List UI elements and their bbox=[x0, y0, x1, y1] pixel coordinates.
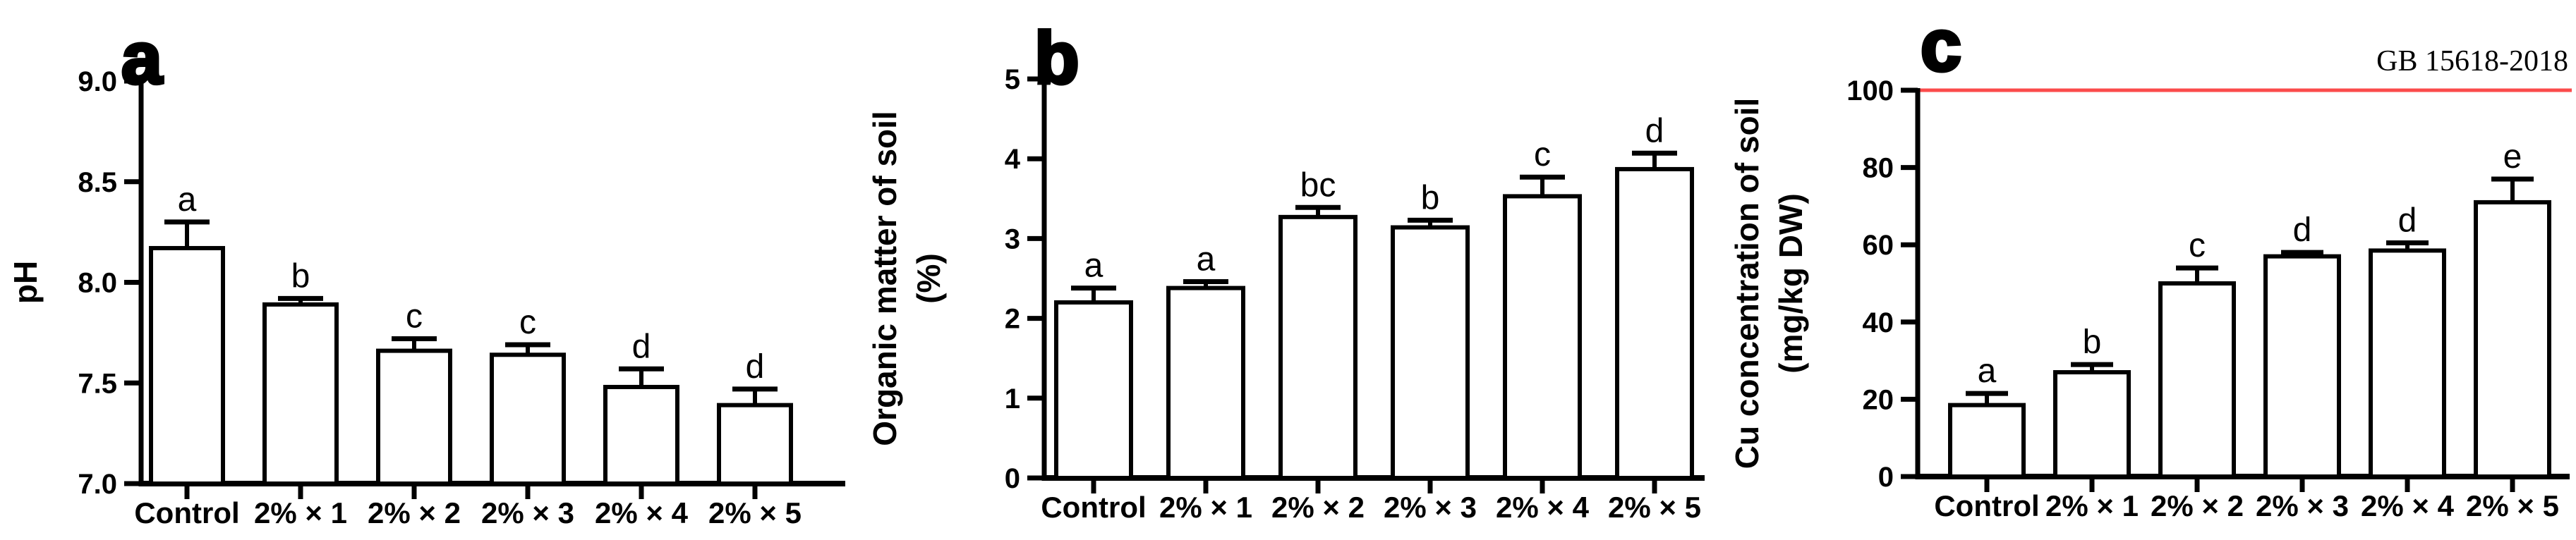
sig-letter: a bbox=[1978, 352, 1997, 390]
panel-letter: c bbox=[1921, 5, 1961, 87]
x-category-label: 2% × 1 bbox=[2045, 489, 2139, 522]
bar bbox=[1615, 166, 1694, 481]
bar bbox=[2158, 281, 2236, 479]
bar bbox=[262, 302, 339, 486]
x-category-label: 2% × 3 bbox=[2256, 489, 2349, 522]
x-category-label: 2% × 3 bbox=[481, 496, 574, 529]
y-axis-title: Cu concentration of soil bbox=[1729, 98, 1765, 469]
x-category-label: 2% × 1 bbox=[1159, 491, 1252, 524]
sig-letter: c bbox=[1534, 136, 1551, 173]
x-category-label: 2% × 5 bbox=[708, 496, 802, 529]
y-tick-label: 7.5 bbox=[78, 368, 117, 399]
x-category-label: 2% × 4 bbox=[595, 496, 689, 529]
panel-letter: b bbox=[1034, 18, 1080, 99]
panel-c: GB 15618-2018 0 20 40 60 80 100 a Control b 2% × 1… bbox=[1722, 0, 2576, 540]
bar bbox=[376, 348, 452, 486]
panel-letter: a bbox=[121, 18, 163, 99]
bar bbox=[490, 352, 566, 486]
sig-letter: d bbox=[746, 348, 765, 386]
y-tick-label: 3 bbox=[1005, 223, 1020, 254]
sig-letter: bc bbox=[1300, 166, 1336, 204]
y-tick-label: 80 bbox=[1863, 153, 1894, 184]
bar bbox=[1503, 194, 1582, 480]
bar bbox=[1166, 286, 1245, 480]
y-tick-label: 2 bbox=[1005, 304, 1020, 335]
bar bbox=[2474, 200, 2551, 479]
bar bbox=[2263, 254, 2341, 479]
sig-letter: c bbox=[406, 297, 423, 335]
x-category-label: Control bbox=[134, 496, 239, 529]
x-category-label: 2% × 1 bbox=[254, 496, 347, 529]
panel-c-chart: GB 15618-2018 0 20 40 60 80 100 a Control b 2% × 1… bbox=[1729, 4, 2572, 522]
x-category-label: 2% × 2 bbox=[2151, 489, 2244, 522]
y-tick-label: 9.0 bbox=[78, 66, 117, 97]
x-category-label: 2% × 3 bbox=[1384, 491, 1477, 524]
sig-letter: c bbox=[2189, 227, 2206, 264]
y-tick-label: 1 bbox=[1005, 383, 1020, 415]
y-tick-label: 7.0 bbox=[78, 469, 117, 500]
x-category-label: 2% × 5 bbox=[2466, 489, 2559, 522]
y-axis-title: (%) bbox=[910, 253, 947, 304]
sig-letter: d bbox=[2398, 202, 2417, 239]
y-tick-label: 0 bbox=[1878, 462, 1894, 493]
y-axis-title: pH bbox=[7, 261, 44, 304]
bar bbox=[717, 403, 793, 486]
y-tick-label: 100 bbox=[1846, 75, 1894, 106]
y-axis-title: (mg/kg DW) bbox=[1772, 193, 1809, 374]
sig-letter: c bbox=[519, 304, 536, 341]
bar bbox=[2053, 370, 2131, 479]
x-category-label: 2% × 2 bbox=[1271, 491, 1365, 524]
y-tick-label: 60 bbox=[1863, 230, 1894, 261]
x-category-label: 2% × 4 bbox=[1496, 491, 1590, 524]
x-category-label: 2% × 4 bbox=[2361, 489, 2455, 522]
bar bbox=[1391, 225, 1470, 480]
y-axis-title: Organic matter of soil bbox=[866, 111, 903, 446]
bar bbox=[1278, 214, 1357, 480]
sig-letter: d bbox=[632, 328, 651, 365]
panel-b-chart: 0 1 2 3 4 5 a Control a 2% × 1 bc 2% × 2 b 2% × 3 c 2% … bbox=[866, 16, 1705, 524]
x-category-label: Control bbox=[1934, 489, 2039, 522]
sig-letter: a bbox=[1084, 247, 1103, 285]
panel-a: 7.0 7.5 8.0 8.5 9.0 a Control b 2% × 1 c 2% × 2 c 2%… bbox=[0, 0, 861, 540]
y-tick-label: 5 bbox=[1005, 64, 1020, 95]
x-category-label: 2% × 2 bbox=[368, 496, 461, 529]
sig-letter: e bbox=[2503, 138, 2522, 176]
bar bbox=[603, 384, 679, 486]
y-tick-label: 8.5 bbox=[78, 167, 117, 198]
y-tick-label: 40 bbox=[1863, 307, 1894, 338]
y-tick-label: 20 bbox=[1863, 384, 1894, 415]
y-tick-label: 0 bbox=[1005, 463, 1020, 494]
x-category-label: 2% × 5 bbox=[1608, 491, 1701, 524]
y-tick-label: 8.0 bbox=[78, 268, 117, 299]
panel-b: 0 1 2 3 4 5 a Control a 2% × 1 bc 2% × 2 b 2% × 3 c 2% … bbox=[861, 0, 1722, 540]
sig-letter: b bbox=[1421, 179, 1440, 216]
x-category-label: Control bbox=[1041, 491, 1146, 524]
bar bbox=[1948, 403, 2026, 479]
sig-letter: a bbox=[178, 181, 197, 219]
sig-letter: d bbox=[2293, 211, 2312, 249]
bar bbox=[1054, 300, 1133, 480]
reference-line-label: GB 15618-2018 bbox=[2376, 45, 2568, 78]
sig-letter: a bbox=[1197, 241, 1216, 278]
sig-letter: b bbox=[291, 257, 310, 295]
sig-letter: d bbox=[1645, 112, 1664, 149]
y-tick-label: 4 bbox=[1005, 144, 1021, 175]
bar bbox=[149, 245, 225, 486]
sig-letter: b bbox=[2083, 324, 2102, 361]
bar bbox=[2369, 248, 2446, 479]
